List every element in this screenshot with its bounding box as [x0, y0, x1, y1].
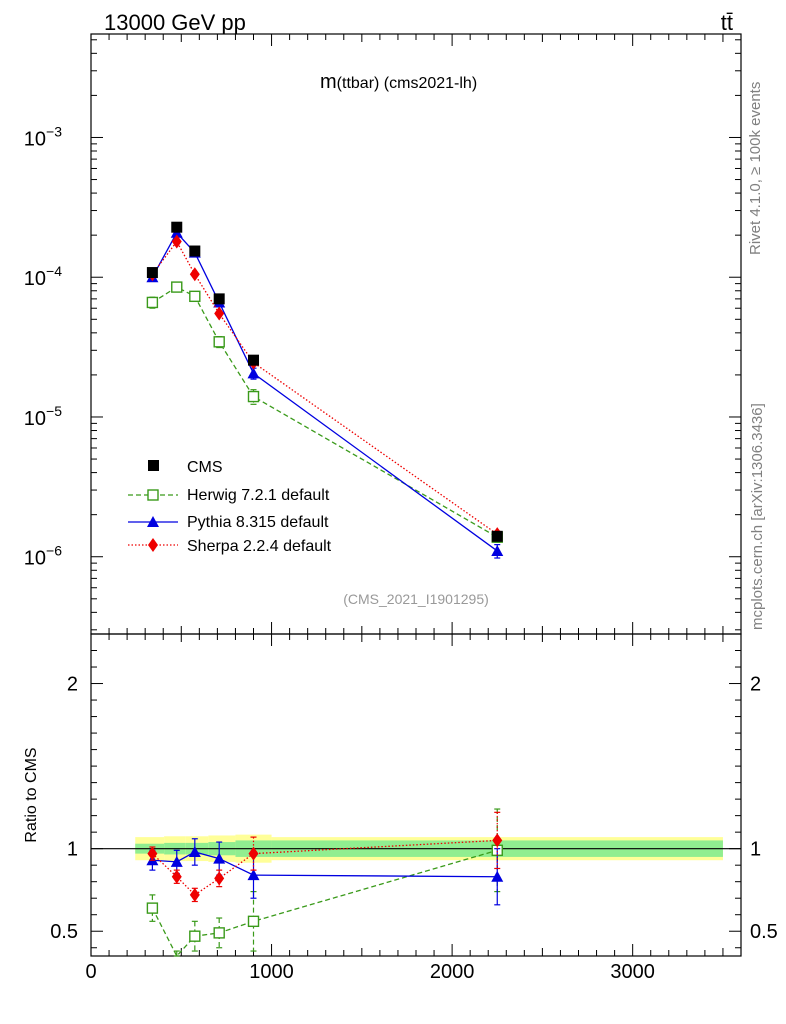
main-point-cms: [189, 245, 201, 257]
ratio-xtick-label: 3000: [610, 961, 655, 983]
ratio-ytick-label-left: 0.5: [50, 921, 78, 943]
main-line-pythia: [151, 231, 498, 552]
ratio-point-sherpa: [492, 833, 503, 848]
ratio-point-herwig: [146, 902, 159, 914]
ratio-point-sherpa: [214, 871, 225, 886]
main-ytick-label: 10−3: [24, 123, 62, 150]
plot-title: m(ttbar) (cms2021-lh): [320, 71, 477, 93]
analysis-id-label: (CMS_2021_I1901295): [343, 591, 489, 607]
ratio-axis-label: Ratio to CMS: [23, 747, 40, 842]
ratio-line-herwig: [151, 849, 498, 958]
ratio-point-herwig: [189, 930, 201, 942]
ratio-point-sherpa: [248, 846, 259, 861]
ratio-point-pythia: [188, 845, 201, 857]
main-ytick-label: 10−6: [24, 543, 62, 570]
legend-marker-cms: [148, 460, 159, 471]
ratio-point-sherpa: [147, 846, 158, 861]
mcplots-label: mcplots.cern.ch [arXiv:1306.3436]: [749, 403, 766, 630]
main-ytick-label-base: 10: [24, 128, 46, 150]
ratio-line-sherpa: [151, 839, 498, 896]
rivet-version-label: Rivet 4.1.0, ≥ 100k events: [747, 82, 764, 255]
main-point-cms: [171, 221, 183, 233]
plot-title-main: m: [320, 71, 337, 93]
ratio-point-pythia: [170, 855, 183, 867]
legend-label-cms: CMS: [187, 459, 223, 476]
ratio-frame: [90, 633, 742, 957]
main-point-herwig: [213, 336, 225, 348]
legend-entry-herwig: Herwig 7.2.1 default: [128, 487, 330, 504]
ratio-xtick-label: 1000: [249, 961, 294, 983]
main-ytick-label: 10−5: [24, 403, 62, 430]
legend-marker-pythia: [147, 516, 159, 527]
legend-entry-sherpa: Sherpa 2.2.4 default: [128, 538, 332, 555]
main-point-sherpa: [171, 234, 182, 249]
ratio-point-herwig: [213, 927, 225, 939]
main-panel: 10−310−410−510−6: [24, 33, 742, 635]
main-ytick-label-exp: −6: [46, 543, 62, 559]
ratio-point-pythia: [491, 870, 504, 882]
ratio-point-sherpa: [189, 887, 200, 902]
ratio-ytick-label-left: 1: [67, 839, 78, 861]
main-point-herwig: [146, 296, 159, 309]
legend-marker-sherpa: [148, 538, 158, 552]
main-point-herwig: [171, 281, 183, 293]
ratio-ytick-label-right: 2: [750, 674, 761, 696]
plot-title-rest: (ttbar) (cms2021-lh): [337, 75, 477, 92]
main-ytick-label-base: 10: [24, 408, 46, 430]
ratio-point-pythia: [213, 852, 226, 864]
main-point-sherpa: [189, 267, 200, 282]
process-label: tt̄: [721, 10, 733, 35]
ratio-point-herwig: [247, 915, 260, 928]
main-point-cms: [491, 530, 503, 542]
ratio-ytick-label-right: 1: [750, 839, 761, 861]
main-ytick-label-exp: −5: [46, 403, 62, 419]
main-point-pythia: [491, 544, 504, 556]
energy-label: 13000 GeV pp: [104, 10, 246, 35]
main-point-pythia: [247, 367, 260, 379]
legend-label-pythia: Pythia 8.315 default: [187, 514, 329, 531]
main-point-cms: [213, 293, 225, 305]
ratio-line-pythia: [152, 851, 498, 878]
legend-entry-cms: CMS: [148, 459, 223, 476]
ratio-point-pythia: [247, 869, 260, 881]
legend-label-sherpa: Sherpa 2.2.4 default: [187, 538, 332, 555]
ratio-point-sherpa: [171, 869, 182, 884]
legend-marker-herwig: [147, 489, 159, 501]
main-ytick-label-base: 10: [24, 548, 46, 570]
main-ytick-label-exp: −4: [46, 263, 62, 279]
main-point-cms: [146, 267, 158, 279]
main-ytick-label-exp: −3: [46, 123, 62, 139]
legend-entry-pythia: Pythia 8.315 default: [128, 514, 329, 531]
main-point-cms: [248, 354, 259, 366]
legend: CMS Herwig 7.2.1 default Pythia 8.315 de…: [128, 459, 332, 555]
ratio-ytick-label-left: 2: [67, 674, 78, 696]
main-ytick-label: 10−4: [24, 263, 62, 290]
main-point-sherpa: [214, 306, 225, 321]
legend-label-herwig: Herwig 7.2.1 default: [187, 487, 330, 504]
ratio-ytick-label-right: 0.5: [750, 921, 778, 943]
main-ytick-label-base: 10: [24, 268, 46, 290]
ratio-xtick-label: 2000: [430, 961, 475, 983]
main-point-herwig: [189, 290, 201, 303]
ratio-panel: 0 1000 2000 3000 0.5 0.5 1 1 2 2: [50, 633, 778, 983]
main-point-herwig: [247, 390, 260, 403]
ratio-xtick-label: 0: [85, 961, 96, 983]
